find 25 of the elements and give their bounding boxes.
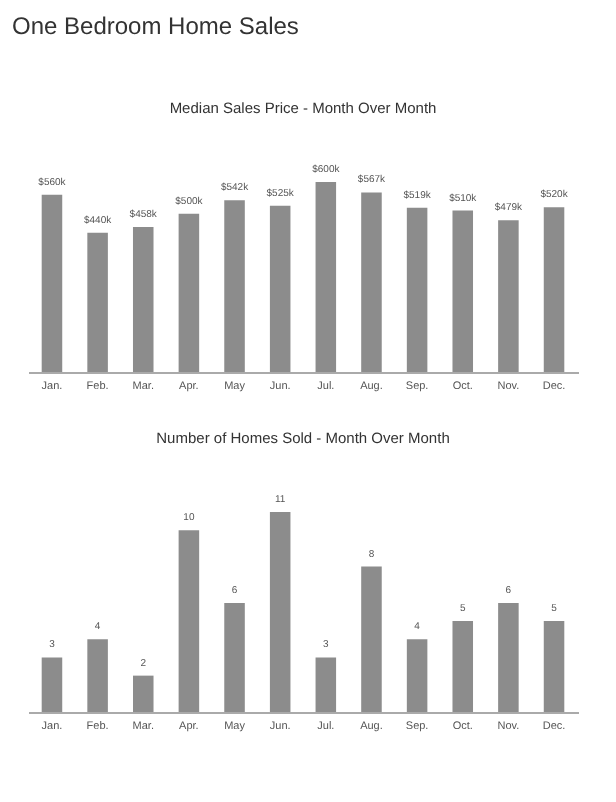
bar [315,657,337,712]
bar [315,182,337,372]
bar [543,207,565,372]
bar [87,639,108,712]
bar [178,530,200,712]
bar [269,205,291,372]
bar [41,657,63,712]
bar [87,232,108,372]
bar [269,512,291,712]
bar [498,220,519,372]
chart-title: One Bedroom Home Sales [12,12,299,40]
bar [178,213,200,372]
bar [361,192,382,372]
bar [224,200,245,372]
bar [132,675,154,712]
bar [452,621,474,712]
bar [452,210,474,372]
bar [543,621,565,712]
bar [361,566,382,712]
bar [406,207,428,372]
bar [224,602,245,712]
bar [498,602,519,712]
bar [41,194,63,372]
bar [406,639,428,712]
bar [132,226,154,372]
